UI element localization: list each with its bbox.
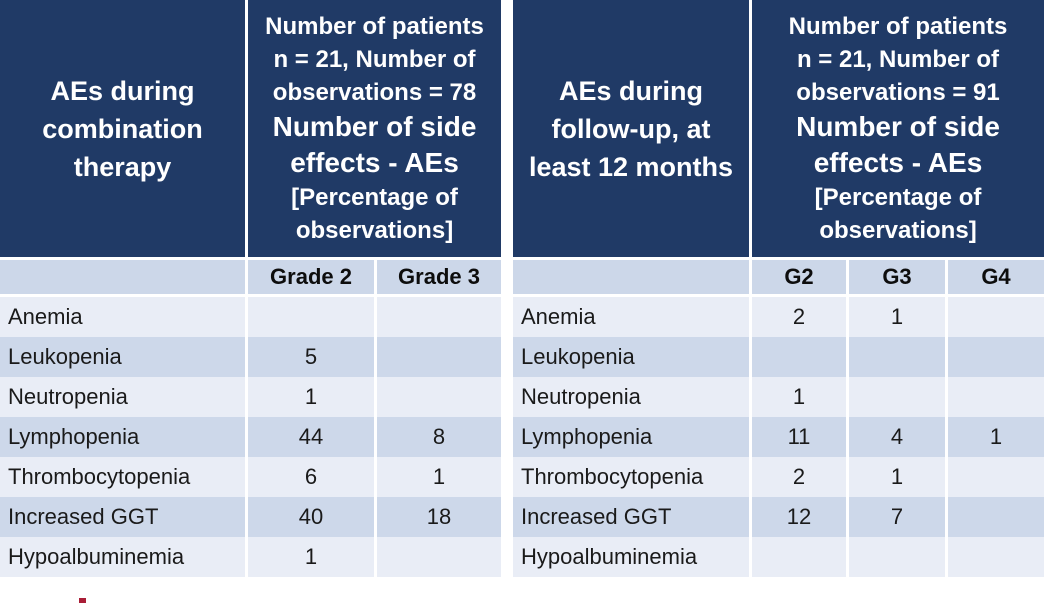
row-name: Increased GGT: [513, 497, 749, 537]
table-row: Anemia 2 1: [513, 297, 1044, 337]
table-row: Hypoalbuminemia: [513, 537, 1044, 577]
grade-header-blank-cell: [513, 260, 749, 294]
row-value: [377, 337, 501, 377]
table-row: Thrombocytopenia 6 1: [0, 457, 501, 497]
row-value: 1: [948, 417, 1044, 457]
grade-header-row: G2 G3 G4: [513, 260, 1044, 294]
table-title: AEs during follow-up, at least 12 months: [528, 75, 734, 182]
row-value: 2: [752, 297, 846, 337]
table-header-note-cell: Number of patients n = 21, Number of obs…: [248, 0, 501, 257]
row-name: Thrombocytopenia: [513, 457, 749, 497]
patients-observations-note: Number of patients n = 21, Number of obs…: [788, 13, 1008, 106]
row-value: 4: [849, 417, 945, 457]
row-value: [849, 337, 945, 377]
row-value: [948, 297, 1044, 337]
side-effects-note: Number of side effects - AEs: [796, 111, 1000, 178]
row-value: 1: [248, 537, 374, 577]
row-name: Leukopenia: [0, 337, 245, 377]
row-value: 1: [377, 457, 501, 497]
row-value: 11: [752, 417, 846, 457]
clipped-red-text-artifact: [79, 598, 86, 603]
row-value: 8: [377, 417, 501, 457]
row-name: Neutropenia: [513, 377, 749, 417]
table-row: Increased GGT 12 7: [513, 497, 1044, 537]
table-row: Leukopenia 5: [0, 337, 501, 377]
follow-up-table: AEs during follow-up, at least 12 months…: [513, 0, 1044, 577]
table-body: Anemia Leukopenia 5 Neutropenia 1 Lymphopenia…: [0, 297, 501, 577]
table-row: Hypoalbuminemia 1: [0, 537, 501, 577]
row-value: [948, 497, 1044, 537]
row-value: 1: [849, 297, 945, 337]
side-effects-note: Number of side effects - AEs: [272, 111, 477, 178]
row-value: 1: [248, 377, 374, 417]
row-value: [948, 337, 1044, 377]
grade-column-header: Grade 2: [248, 260, 374, 294]
table-row: Lymphopenia 11 4 1: [513, 417, 1044, 457]
table-title-cell: AEs during combination therapy: [0, 0, 245, 257]
row-value: 40: [248, 497, 374, 537]
row-value: [849, 537, 945, 577]
table-body: Anemia 2 1 Leukopenia Neutropenia 1 Lymphopeni…: [513, 297, 1044, 577]
row-value: [248, 297, 374, 337]
grade-column-header: G3: [849, 260, 945, 294]
table-row: Neutropenia 1: [0, 377, 501, 417]
row-name: Anemia: [513, 297, 749, 337]
table-row: Thrombocytopenia 2 1: [513, 457, 1044, 497]
table-header-row: AEs during combination therapy Number of…: [0, 0, 501, 257]
row-value: [377, 377, 501, 417]
row-value: [948, 457, 1044, 497]
row-name: Lymphopenia: [513, 417, 749, 457]
row-value: 6: [248, 457, 374, 497]
grade-column-header: Grade 3: [377, 260, 501, 294]
table-row: Increased GGT 40 18: [0, 497, 501, 537]
grade-header-blank-cell: [0, 260, 245, 294]
row-value: [377, 297, 501, 337]
row-value: [849, 377, 945, 417]
row-name: Leukopenia: [513, 337, 749, 377]
table-title: AEs during combination therapy: [42, 75, 203, 182]
row-value: [948, 537, 1044, 577]
table-row: Leukopenia: [513, 337, 1044, 377]
row-name: Lymphopenia: [0, 417, 245, 457]
combination-therapy-table: AEs during combination therapy Number of…: [0, 0, 501, 577]
percentage-note: [Percentage of observations]: [814, 184, 982, 244]
row-name: Hypoalbuminemia: [0, 537, 245, 577]
row-value: 1: [849, 457, 945, 497]
row-value: 12: [752, 497, 846, 537]
table-header-note-cell: Number of patients n = 21, Number of obs…: [752, 0, 1044, 257]
row-value: 2: [752, 457, 846, 497]
row-value: [752, 537, 846, 577]
grade-column-header: G2: [752, 260, 846, 294]
percentage-note: [Percentage of observations]: [291, 184, 458, 244]
row-name: Thrombocytopenia: [0, 457, 245, 497]
grade-header-row: Grade 2 Grade 3: [0, 260, 501, 294]
table-title-cell: AEs during follow-up, at least 12 months: [513, 0, 749, 257]
row-value: [377, 537, 501, 577]
row-name: Neutropenia: [0, 377, 245, 417]
ae-tables: AEs during combination therapy Number of…: [0, 0, 1044, 577]
row-value: [948, 377, 1044, 417]
grade-column-header: G4: [948, 260, 1044, 294]
row-name: Increased GGT: [0, 497, 245, 537]
patients-observations-note: Number of patients n = 21, Number of obs…: [265, 13, 484, 106]
table-row: Lymphopenia 44 8: [0, 417, 501, 457]
row-value: 1: [752, 377, 846, 417]
row-value: 7: [849, 497, 945, 537]
row-name: Hypoalbuminemia: [513, 537, 749, 577]
row-value: 44: [248, 417, 374, 457]
row-value: [752, 337, 846, 377]
row-value: 18: [377, 497, 501, 537]
row-value: 5: [248, 337, 374, 377]
row-name: Anemia: [0, 297, 245, 337]
table-row: Neutropenia 1: [513, 377, 1044, 417]
table-header-row: AEs during follow-up, at least 12 months…: [513, 0, 1044, 257]
table-row: Anemia: [0, 297, 501, 337]
